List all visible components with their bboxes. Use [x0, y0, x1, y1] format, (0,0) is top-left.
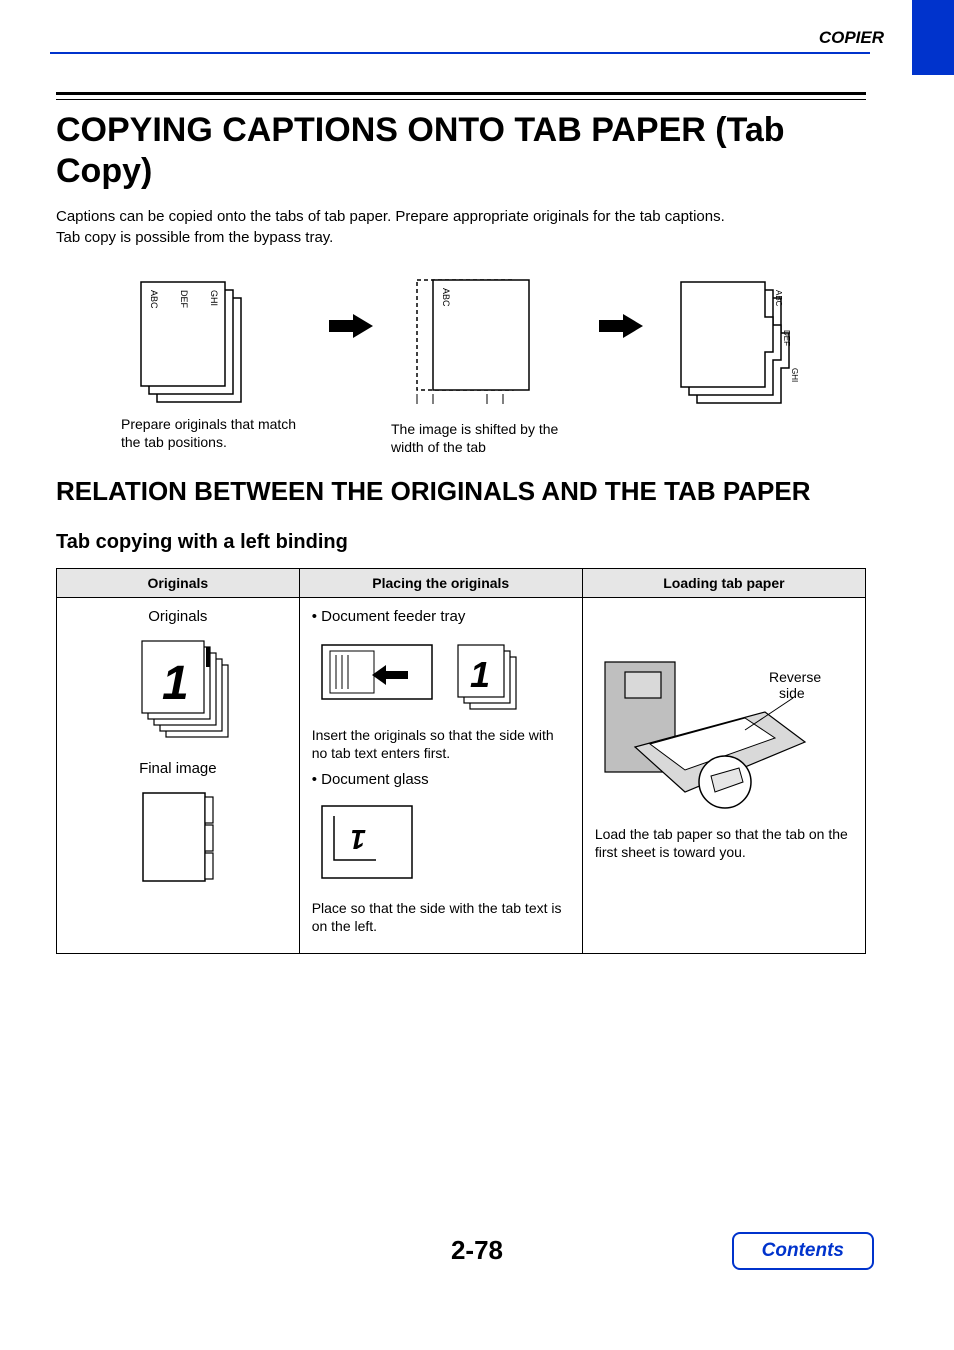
cell-placing: Document feeder tray 1 Ins [299, 598, 582, 954]
feeder-illus: 1 [312, 635, 532, 715]
shift-diagram-icon: ABC [391, 272, 541, 412]
flow-panel-output: ABC DEF GHI [661, 272, 801, 407]
flow-diagram: ABC DEF GHI Prepare originals that match… [56, 272, 866, 456]
bypass-tray-illus: Reverse side [595, 652, 845, 812]
section-heading: RELATION BETWEEN THE ORIGINALS AND THE T… [56, 476, 866, 507]
tab-ghi: GHI [209, 290, 219, 306]
final-image-illus [133, 787, 223, 887]
note-glass: Place so that the side with the tab text… [312, 899, 570, 935]
subsection-heading: Tab copying with a left binding [56, 531, 866, 554]
arrow-right-icon [329, 312, 373, 340]
callout-reverse: Reverse side [769, 669, 825, 701]
flow-panel-originals: ABC DEF GHI Prepare originals that match… [121, 272, 311, 451]
relation-table: Originals Placing the originals Loading … [56, 568, 866, 954]
tab-paper-stack-icon: ABC DEF GHI [661, 272, 801, 407]
originals-stack-illus: 1 [118, 635, 238, 745]
feeder-big-one: 1 [470, 654, 490, 695]
note-feeder: Insert the originals so that the side wi… [312, 726, 570, 762]
intro-line2: Tab copy is possible from the bypass tra… [56, 229, 333, 246]
section-label: COPIER [819, 28, 884, 48]
chapter-tab-marker [912, 0, 954, 75]
flow-caption-1: Prepare originals that match the tab pos… [121, 415, 311, 451]
tab-def: DEF [179, 290, 189, 309]
th-placing: Placing the originals [299, 569, 582, 598]
page-content: COPYING CAPTIONS ONTO TAB PAPER (Tab Cop… [56, 92, 866, 954]
flow-caption-2: The image is shifted by the width of the… [391, 420, 581, 456]
cell-originals: Originals 1 Final image [57, 598, 300, 954]
note-loading: Load the tab paper so that the tab on th… [595, 825, 853, 861]
th-loading: Loading tab paper [582, 569, 865, 598]
intro-text: Captions can be copied onto the tabs of … [56, 206, 866, 248]
label-originals: Originals [69, 608, 287, 625]
svg-text:1: 1 [350, 824, 366, 855]
th-originals: Originals [57, 569, 300, 598]
arrow-right-icon [599, 312, 643, 340]
title-rule [56, 92, 866, 100]
out-tab-def: DEF [782, 330, 791, 346]
header-rule [50, 52, 870, 54]
bullet-feeder: Document feeder tray [312, 608, 570, 625]
bullet-glass: Document glass [312, 771, 570, 788]
tab-abc: ABC [149, 290, 159, 309]
intro-line1: Captions can be copied onto the tabs of … [56, 208, 725, 225]
cell-loading: Reverse side Load the tab paper so that … [582, 598, 865, 954]
big-one: 1 [162, 657, 189, 710]
out-tab-abc: ABC [774, 290, 783, 307]
label-final: Final image [69, 760, 287, 777]
shift-tab-abc: ABC [441, 288, 451, 307]
glass-illus: 1 [312, 798, 432, 888]
flow-panel-shift: ABC The image is shifted by the width of… [391, 272, 581, 456]
contents-button[interactable]: Contents [732, 1232, 874, 1270]
out-tab-ghi: GHI [790, 368, 799, 382]
page-title: COPYING CAPTIONS ONTO TAB PAPER (Tab Cop… [56, 110, 866, 192]
originals-stack-icon: ABC DEF GHI [121, 272, 251, 407]
